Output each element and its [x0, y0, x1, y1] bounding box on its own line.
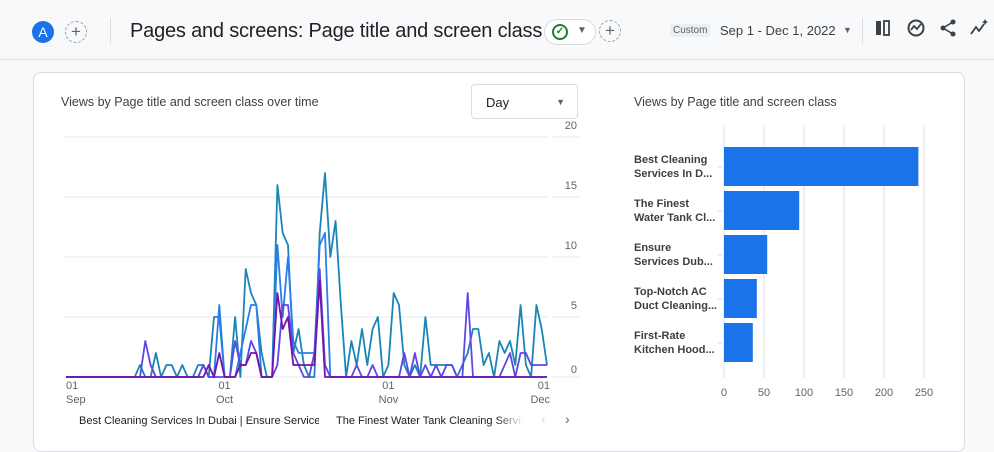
y-tick-label: 10 [565, 240, 577, 252]
bar-category-label: Services In D... [634, 168, 712, 180]
chart-card [33, 72, 965, 452]
bar [724, 279, 757, 318]
x-tick-label: 250 [915, 387, 933, 399]
x-tick-label: 0 [721, 387, 727, 399]
date-range-picker[interactable]: Sep 1 - Dec 1, 2022 [720, 23, 836, 38]
report-header: A + Pages and screens: Page title and sc… [0, 0, 994, 60]
bar-category-label: Services Dub... [634, 256, 713, 268]
y-tick-label: 0 [571, 364, 577, 376]
chevron-down-icon[interactable]: ▼ [843, 25, 852, 35]
granularity-select[interactable]: Day ▼ [471, 84, 578, 119]
y-tick-label: 5 [571, 300, 577, 312]
x-tick-label: 200 [875, 387, 893, 399]
insights-icon[interactable] [904, 18, 928, 42]
bar [724, 323, 753, 362]
check-circle-icon: ✓ [552, 24, 568, 40]
x-tick-label: Dec [530, 394, 550, 406]
comparison-avatar[interactable]: A [32, 21, 54, 43]
add-filter-button[interactable]: + [599, 20, 621, 42]
bar-category-label: Best Cleaning [634, 154, 707, 166]
x-tick-label: 01 [218, 380, 230, 392]
bar [724, 235, 768, 274]
bar [724, 147, 919, 186]
divider [862, 18, 863, 44]
x-tick-label: Oct [216, 394, 233, 406]
x-tick-label: 150 [835, 387, 853, 399]
y-tick-label: 20 [565, 120, 577, 132]
x-tick-label: 50 [758, 387, 770, 399]
bar-category-label: Top-Notch AC [634, 286, 707, 298]
y-tick-label: 15 [565, 180, 577, 192]
legend-next-icon[interactable]: › [565, 411, 570, 427]
series-line [66, 268, 547, 378]
x-tick-label: 01 [538, 380, 550, 392]
x-tick-label: Sep [66, 394, 86, 406]
custom-badge: Custom [670, 24, 711, 37]
x-tick-label: 01 [66, 380, 78, 392]
bar-category-label: Duct Cleaning... [634, 300, 717, 312]
bar-category-label: Water Tank Cl... [634, 212, 715, 224]
series-line [66, 280, 547, 378]
divider [110, 18, 111, 44]
x-tick-label: Nov [379, 394, 399, 406]
line-chart-title: Views by Page title and screen class ove… [61, 95, 319, 109]
bar-category-label: Kitchen Hood... [634, 344, 715, 356]
compare-icon[interactable] [871, 18, 895, 42]
legend-item[interactable]: Best Cleaning Services In Dubai | Ensure… [79, 415, 319, 427]
chevron-down-icon: ▼ [556, 97, 565, 107]
page-title: Pages and screens: Page title and screen… [130, 20, 543, 42]
chevron-down-icon: ▼ [577, 25, 587, 36]
x-tick-label: 100 [795, 387, 813, 399]
add-comparison-button[interactable]: + [65, 21, 87, 43]
granularity-value: Day [486, 95, 510, 110]
bar-category-label: First-Rate [634, 330, 685, 342]
bar-category-label: The Finest [634, 198, 689, 210]
bar-chart-title: Views by Page title and screen class [634, 95, 837, 109]
bar-category-label: Ensure [634, 242, 671, 254]
sparkle-trend-icon[interactable] [967, 18, 991, 42]
share-icon[interactable] [936, 18, 960, 42]
series-line [66, 232, 547, 378]
series-line [66, 172, 548, 378]
report-status-dropdown[interactable]: ✓ ▼ [544, 19, 596, 45]
x-tick-label: 01 [382, 380, 394, 392]
legend-item[interactable]: The Finest Water Tank Cleaning Service [336, 415, 524, 427]
legend-prev-icon[interactable]: ‹ [541, 411, 546, 427]
bar [724, 191, 800, 230]
